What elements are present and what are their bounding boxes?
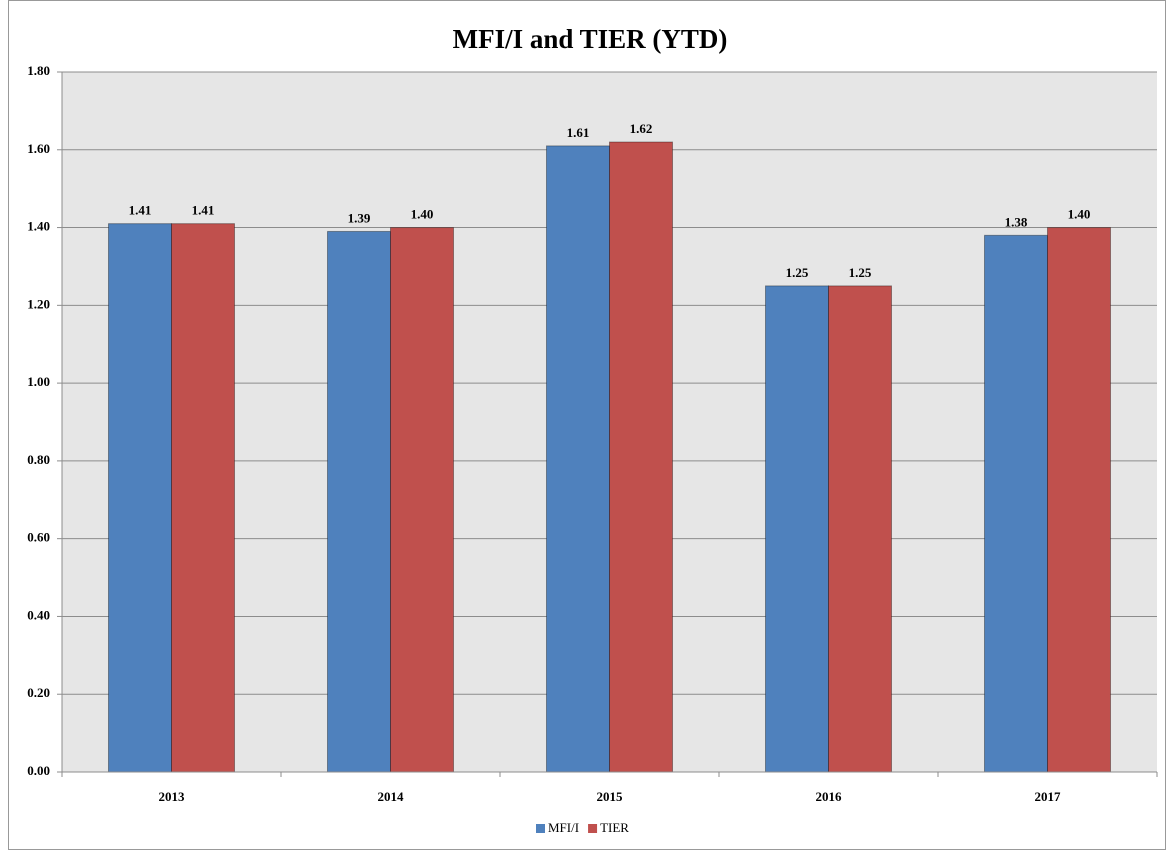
bar [1047,227,1111,773]
value-label: 1.39 [348,210,371,225]
y-tick-label: 1.80 [27,63,50,78]
y-tick-label: 1.60 [27,141,50,156]
bar [765,285,829,773]
x-tick-label: 2013 [159,789,186,804]
value-label: 1.38 [1005,214,1028,229]
y-tick-label: 0.20 [27,685,50,700]
y-tick-label: 1.00 [27,374,50,389]
x-tick-label: 2014 [378,789,405,804]
chart-title: MFI/I and TIER (YTD) [453,24,728,54]
x-tick-label: 2016 [816,789,843,804]
value-label: 1.25 [849,265,872,280]
value-label: 1.25 [786,265,809,280]
value-label: 1.41 [192,203,215,218]
bar [390,227,454,773]
y-tick-label: 0.60 [27,530,50,545]
y-tick-label: 1.20 [27,296,50,311]
legend-swatch [588,824,598,833]
bar [108,223,172,773]
bar [984,234,1048,773]
y-tick-label: 1.40 [27,219,50,234]
value-label: 1.40 [411,207,434,222]
bar [327,230,391,773]
x-tick-label: 2017 [1035,789,1062,804]
value-label: 1.61 [567,125,590,140]
legend-swatch [536,824,545,833]
value-label: 1.40 [1068,207,1091,222]
value-label: 1.62 [630,121,653,136]
bar [546,145,610,773]
bar [828,285,892,773]
y-tick-label: 0.80 [27,452,50,467]
y-tick-label: 0.40 [27,607,50,622]
bar [171,223,235,773]
value-label: 1.41 [129,203,152,218]
bar [609,141,673,773]
y-tick-label: 0.00 [27,763,50,778]
legend-label: TIER [600,820,629,835]
legend-label: MFI/I [548,820,579,835]
x-tick-label: 2015 [597,789,624,804]
